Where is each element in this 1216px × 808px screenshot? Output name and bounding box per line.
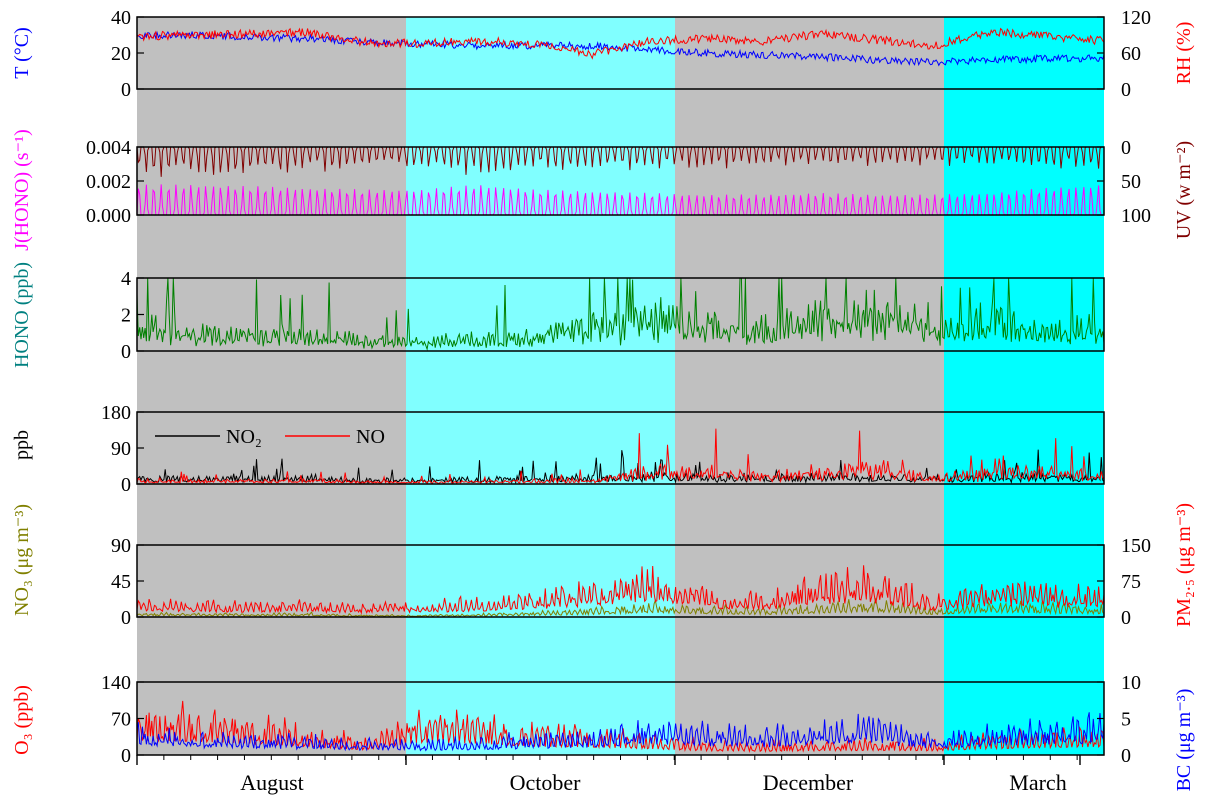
legend-label-no: NO [356,426,385,448]
right-tick-label-met: 120 [1121,7,1151,29]
right-axis-label-radiation: UV (w m⁻²) [1173,141,1195,239]
left-tick-label-radiation: 0.002 [86,171,131,193]
period-band-august [137,17,406,755]
right-axis-label-ozone_bc: BC (μg m⁻³) [1173,689,1195,792]
period-band-october [406,17,675,755]
left-tick-label-radiation: 0.000 [86,205,131,227]
series-hono-left [137,278,1104,351]
right-tick-label-aerosol: 75 [1121,571,1141,593]
right-tick-label-radiation: 0 [1121,137,1131,159]
left-tick-label-aerosol: 45 [111,571,131,593]
right-tick-label-ozone_bc: 10 [1121,672,1141,694]
right-tick-label-radiation: 50 [1121,171,1141,193]
right-tick-label-met: 0 [1121,79,1131,101]
right-tick-label-ozone_bc: 5 [1121,709,1131,731]
left-tick-label-nox: 90 [111,438,131,460]
period-band-december [675,17,944,755]
series-radiation-right [137,147,1104,177]
left-axis-label-hono: HONO (ppb) [11,262,33,368]
right-axis-label-met: RH (%) [1173,22,1195,85]
right-tick-label-ozone_bc: 0 [1121,745,1131,767]
left-tick-label-ozone_bc: 70 [111,709,131,731]
left-tick-label-ozone_bc: 140 [101,672,131,694]
left-tick-label-met: 0 [121,79,131,101]
month-label-december: December [763,770,854,795]
series-aerosol-right [137,565,1104,615]
month-label-august: August [240,770,304,795]
month-label-march: March [1009,770,1066,795]
right-axis-label-aerosol: PM₂.₅ (μg m⁻³) [1173,503,1195,627]
left-tick-label-hono: 0 [121,341,131,363]
series-layer [137,27,1104,754]
series-met-left [137,30,1104,67]
series-nox-no [137,428,1104,484]
series-met-right [137,27,1104,60]
left-axis-label-radiation: J(HONO) (s⁻¹) [11,129,33,251]
left-tick-label-hono: 2 [121,305,131,327]
right-tick-label-met: 60 [1121,43,1141,65]
left-tick-label-met: 40 [111,7,131,29]
right-tick-label-radiation: 100 [1121,205,1151,227]
left-tick-label-nox: 180 [101,402,131,424]
left-tick-label-hono: 4 [121,268,131,290]
left-tick-label-ozone_bc: 0 [121,745,131,767]
left-tick-label-radiation: 0.004 [86,137,131,159]
series-radiation-left [137,184,1104,215]
left-axis-label-nox: ppb [11,430,33,460]
panel-frames [136,16,1105,765]
period-shading [137,17,1104,755]
left-tick-label-met: 20 [111,43,131,65]
month-label-october: October [510,770,582,795]
series-aerosol-left [137,597,1104,617]
right-tick-label-aerosol: 0 [1121,607,1131,629]
left-axis-label-ozone_bc: O₃ (ppb) [11,685,33,755]
left-axis-label-aerosol: NO₃ (μg m⁻³) [11,504,33,616]
period-band-march [944,17,1104,755]
left-tick-label-aerosol: 90 [111,535,131,557]
left-tick-label-aerosol: 0 [121,607,131,629]
series-ozone_bc-right [137,712,1104,752]
left-axis-label-met: T (°C) [11,27,33,79]
left-tick-label-nox: 0 [121,474,131,496]
legend-label-no2: NO₂ [226,426,262,448]
right-tick-label-aerosol: 150 [1121,535,1151,557]
